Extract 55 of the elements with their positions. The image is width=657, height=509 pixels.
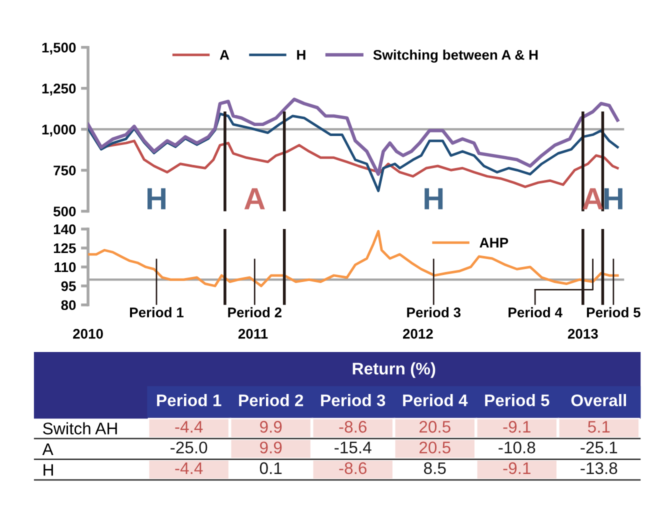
- data-label: -9.1: [503, 420, 530, 433]
- data-label: -8.6: [339, 420, 366, 433]
- y-tick-label: 140: [54, 224, 76, 234]
- data-label: 8.5: [424, 462, 446, 474]
- y-tick-label: Switch AH: [43, 422, 117, 434]
- y-tick-label: 1,500: [42, 42, 76, 55]
- chart-title: Return (%): [352, 362, 436, 378]
- text: Period 3: [407, 307, 461, 318]
- annotation: H: [148, 188, 166, 210]
- y-tick-label: 80: [61, 300, 76, 310]
- x-tick-label: Period 3: [321, 394, 386, 406]
- x-tick-label: Period 1: [157, 394, 222, 406]
- annotation: A: [244, 188, 265, 210]
- x-tick-label: Period 5: [485, 394, 550, 406]
- x-tick-label: 2011: [238, 328, 268, 339]
- data-label: -15.4: [334, 442, 372, 454]
- data-label: 5.1: [588, 421, 610, 433]
- annotation: H: [604, 188, 622, 210]
- data-label: -25.1: [580, 442, 618, 454]
- text: Period 4: [508, 307, 562, 318]
- x-tick-label: Period 2: [239, 394, 304, 406]
- text: Period 5: [586, 307, 640, 318]
- data-label: 20.5: [420, 420, 450, 433]
- y-tick-label: 1,250: [42, 84, 76, 96]
- data-label: 20.5: [420, 442, 450, 454]
- y-tick-label: 750: [54, 166, 76, 176]
- legend-label: Switching between A & H: [373, 50, 538, 63]
- data-label: 0.1: [260, 462, 282, 474]
- x-tick-label: Overall: [571, 394, 626, 406]
- data-label: -13.8: [580, 462, 618, 474]
- y-tick-label: A: [42, 444, 54, 455]
- data-label: -4.4: [175, 421, 203, 433]
- data-label: -9.1: [503, 462, 530, 474]
- data-label: -10.8: [498, 442, 536, 454]
- y-tick-label: 500: [53, 206, 76, 216]
- text: Period 2: [228, 307, 282, 318]
- y-tick-label: 125: [54, 243, 76, 254]
- annotation: H: [424, 188, 443, 210]
- legend-label: A: [220, 50, 230, 60]
- x-tick-label: 2012: [402, 328, 433, 339]
- data-label: -8.6: [339, 462, 366, 474]
- x-tick-label: Period 4: [403, 394, 468, 406]
- y-tick-label: 1,000: [42, 124, 76, 136]
- text: Period 1: [130, 307, 184, 318]
- data-label: -25.0: [170, 442, 208, 454]
- legend-label: AHP: [480, 238, 508, 248]
- y-tick-label: 110: [54, 262, 76, 272]
- y-tick-label: 95: [61, 281, 76, 292]
- data-label: 9.9: [260, 420, 282, 433]
- x-tick-label: 2010: [73, 328, 103, 339]
- legend-label: H: [297, 50, 306, 60]
- data-label: -4.4: [175, 462, 203, 474]
- data-label: 9.9: [260, 442, 282, 454]
- x-tick-label: 2013: [568, 328, 598, 339]
- y-tick-label: H: [44, 464, 53, 476]
